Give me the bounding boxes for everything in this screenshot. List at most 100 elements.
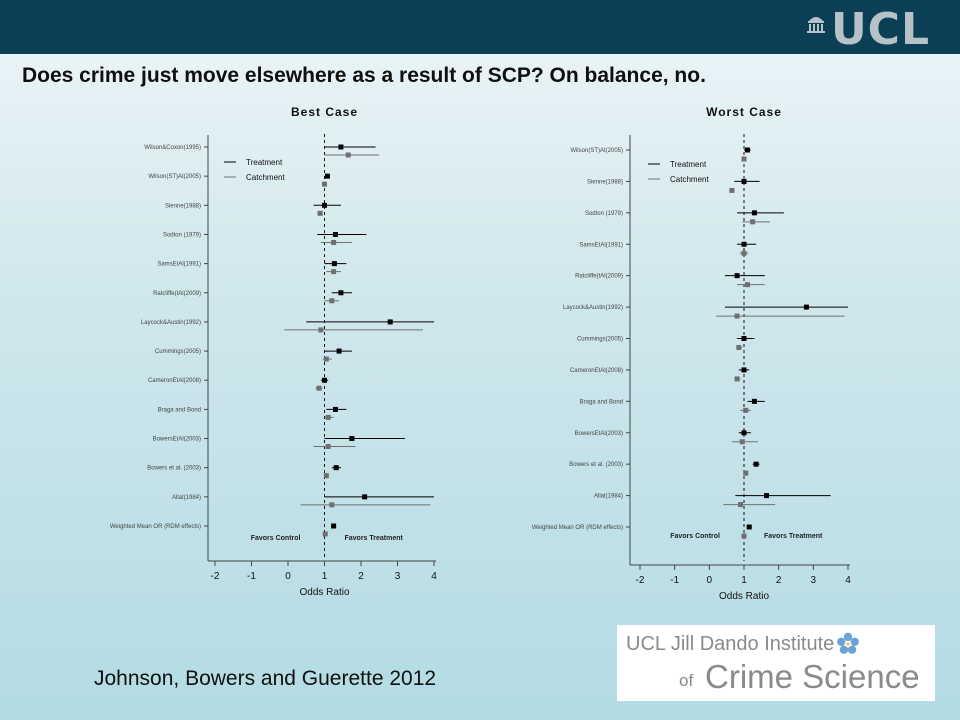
study-label: SamsEtAl(1991) (579, 242, 623, 248)
catchment-point (743, 470, 749, 476)
catchment-point (729, 187, 735, 193)
treatment-point (362, 494, 368, 500)
treatment-point (349, 436, 355, 442)
x-tick-label: -1 (670, 575, 679, 586)
x-tick-label: 0 (285, 571, 291, 582)
catchment-point (739, 439, 745, 445)
x-tick-label: 3 (811, 575, 817, 586)
catchment-point (331, 269, 337, 275)
catchment-point (323, 356, 329, 362)
x-tick-label: 4 (845, 575, 851, 586)
direction-label-control: Favors Control (670, 533, 720, 540)
study-label: Sodton (1979) (585, 211, 623, 217)
x-axis-label: Odds Ratio (719, 591, 769, 602)
study-label: Sienne(1988) (587, 179, 623, 185)
ucl-logo: UCL (805, 6, 930, 54)
citation: Johnson, Bowers and Guerette 2012 (94, 667, 437, 690)
treatment-point (764, 493, 770, 499)
x-tick-label: 3 (395, 571, 401, 582)
legend-label-catchment: Catchment (670, 175, 709, 184)
treatment-point (332, 406, 338, 412)
treatment-point (741, 336, 747, 341)
study-label: Laycock&Austin(1992) (141, 320, 201, 326)
chart-title: Best Case (291, 105, 358, 119)
catchment-point (325, 414, 331, 420)
study-label: Sienne(1988) (165, 203, 201, 209)
treatment-point (324, 173, 330, 179)
treatment-point (387, 319, 393, 325)
catchment-point (734, 313, 740, 319)
treatment-point (746, 524, 752, 530)
x-tick-label: -1 (247, 571, 256, 582)
treatment-point (744, 147, 750, 153)
study-label: Laycock&Austin(1992) (563, 305, 623, 311)
study-label: SamsEtAl(1991) (157, 262, 201, 268)
study-label: Ratcliffe(tAl(2009) (153, 291, 201, 297)
x-tick-label: 1 (741, 575, 747, 586)
forest-plot-best-case: Best Case -2 -1 0 1 2 3 4 Odds Ratio Treatment Cat… (110, 105, 437, 598)
catchment-point (741, 156, 747, 162)
catchment-point (331, 239, 337, 245)
study-label: Weighted Mean OR (RDM effects) (110, 524, 201, 530)
treatment-point (741, 430, 747, 436)
treatment-point (336, 348, 342, 354)
x-tick-label: 2 (776, 575, 782, 586)
direction-label-control: Favors Control (251, 535, 301, 542)
treatment-point (322, 377, 327, 383)
catchment-point (329, 502, 335, 508)
ucl-logo-text: UCL (830, 4, 930, 55)
treatment-point (741, 367, 747, 373)
study-label: CameronEtAl(2008) (148, 378, 201, 384)
study-label: Allat(1984) (172, 495, 201, 501)
treatment-point (751, 398, 757, 404)
study-label: CameronEtAl(2008) (570, 368, 623, 374)
catchment-point (325, 444, 331, 450)
catchment-point (322, 181, 327, 187)
chart-title: Worst Case (706, 105, 782, 119)
catchment-point (316, 385, 322, 391)
study-label: Allat(1984) (594, 494, 623, 500)
treatment-point (338, 144, 344, 150)
treatment-point (331, 523, 337, 529)
catchment-point (317, 210, 323, 216)
institute-logo: UCL Jill Dando Institute of Crime Scienc… (617, 625, 935, 701)
x-tick-label: 0 (707, 575, 713, 586)
institute-crime-science: Crime Science (705, 658, 920, 695)
study-label: Braga and Bond (158, 407, 201, 413)
legend-label-treatment: Treatment (246, 158, 283, 167)
treatment-point (741, 178, 747, 184)
study-label: Cummings(2005) (577, 337, 623, 343)
catchment-point (741, 250, 747, 256)
treatment-point (331, 261, 337, 267)
forest-plot-worst-case: Worst Case -2 -1 0 1 2 3 4 Odds Ratio Treatment Ca… (532, 105, 851, 602)
study-label: BowersEtAl(2003) (575, 431, 623, 437)
catchment-point (734, 376, 740, 382)
legend-label-treatment: Treatment (670, 160, 707, 169)
treatment-point (322, 202, 327, 208)
study-label: Sodton (1979) (163, 232, 201, 238)
x-tick-label: 2 (358, 571, 364, 582)
catchment-point (750, 219, 756, 225)
study-label: Weighted Mean OR (RDM effects) (532, 525, 623, 531)
treatment-point (338, 290, 344, 296)
catchment-point (744, 282, 750, 288)
x-tick-label: -2 (636, 575, 645, 586)
treatment-point (741, 241, 747, 247)
study-label: Wilson(ST)At(2005) (570, 148, 623, 154)
institute-name-line: UCL Jill Dando Institute (626, 633, 835, 655)
treatment-point (753, 461, 759, 467)
study-label: Ratcliffe(tAl(2009) (575, 274, 623, 280)
catchment-point (345, 152, 351, 158)
forget-me-not-icon (837, 632, 859, 654)
catchment-point (743, 407, 749, 413)
portico-dome-icon (806, 17, 825, 33)
study-label: Braga and Bond (580, 399, 623, 405)
treatment-point (332, 231, 338, 237)
catchment-point (741, 533, 747, 539)
header-bar: UCL (0, 0, 960, 54)
direction-label-treatment: Favors Treatment (345, 535, 404, 542)
direction-label-treatment: Favors Treatment (764, 533, 823, 540)
catchment-point (323, 473, 329, 479)
institute-of-label: of (679, 671, 694, 690)
catchment-point (329, 298, 335, 304)
